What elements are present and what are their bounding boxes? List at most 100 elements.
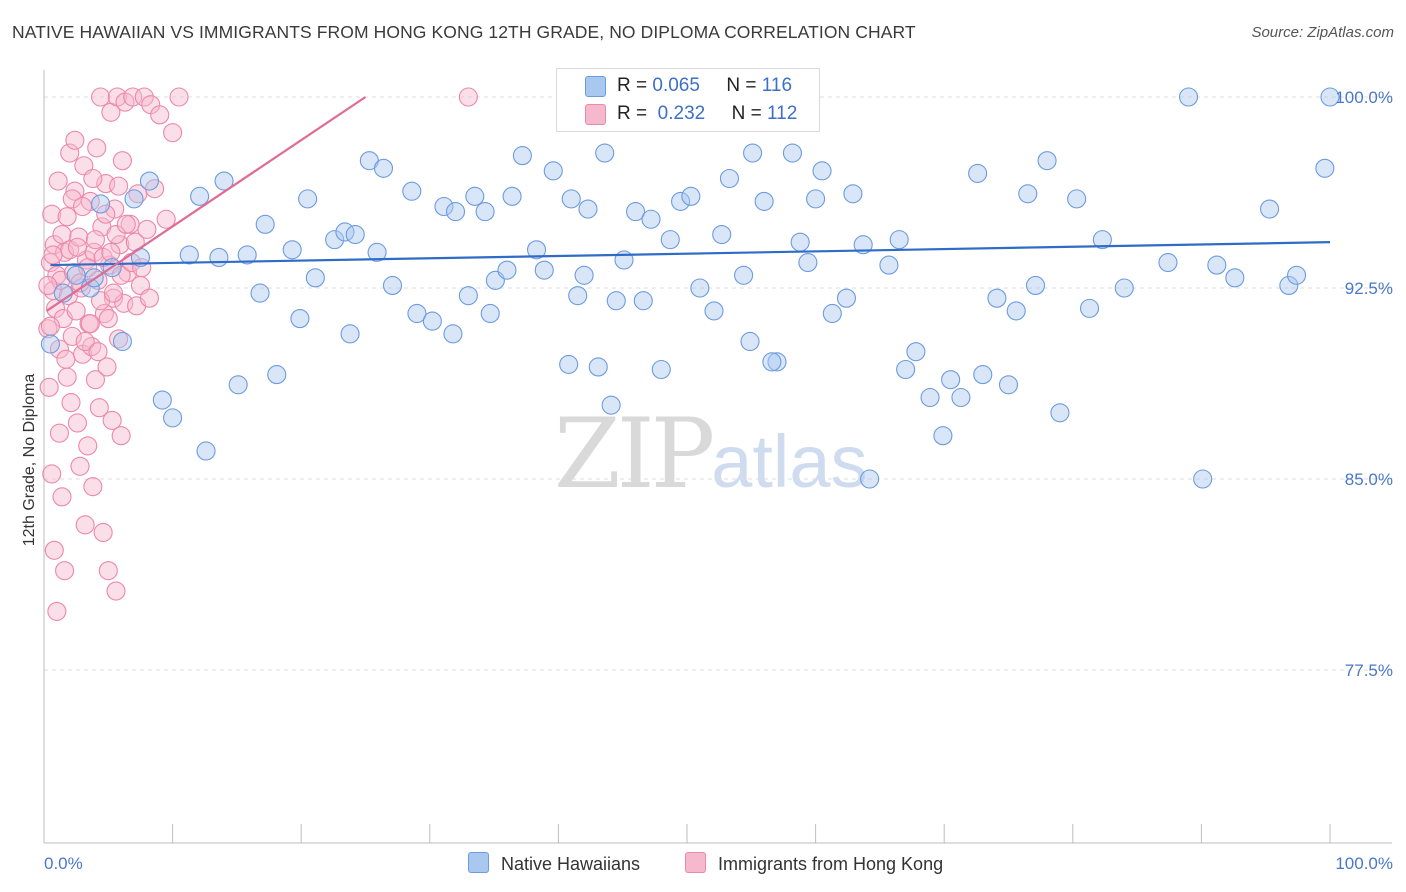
hong-kong-point — [42, 204, 62, 224]
chart-title: NATIVE HAWAIIAN VS IMMIGRANTS FROM HONG … — [12, 22, 916, 42]
y-tick-labels: 77.5% 85.0% 92.5% 100.0% — [1335, 88, 1393, 680]
native-hawaiian-point — [91, 194, 111, 214]
hong-kong-point — [46, 298, 66, 318]
native-hawaiian-point — [798, 252, 818, 273]
native-hawaiian-point — [754, 191, 774, 211]
native-hawaiian-point — [1018, 184, 1038, 204]
native-hawaiian-point — [465, 186, 485, 206]
native-hawaiian-point — [606, 291, 626, 311]
y-tick-label: 100.0% — [1335, 88, 1393, 107]
native-hawaiian-point — [806, 189, 826, 209]
native-hawaiian-point — [896, 359, 916, 380]
legend-r-label: R = — [617, 75, 648, 96]
hong-kong-point — [83, 477, 103, 497]
hong-kong-point — [112, 151, 132, 171]
native-hawaiian-point — [139, 171, 160, 191]
hong-kong-point — [169, 87, 189, 107]
native-hawaiian-point — [282, 240, 302, 260]
correlation-legend: R = 0.065 N = 116 R = 0.232 N = 112 — [556, 68, 820, 132]
native-hawaiian-point — [228, 375, 248, 395]
hong-kong-point — [150, 105, 170, 125]
legend-r-value: 0.065 — [652, 75, 700, 96]
native-hawaiian-point — [190, 186, 210, 206]
native-hawaiian-point — [704, 301, 724, 321]
hong-kong-point — [44, 235, 64, 255]
native-hawaiian-point — [633, 291, 653, 311]
native-hawaiian-point — [345, 224, 365, 245]
hong-kong-point — [57, 367, 77, 387]
hong-kong-point — [38, 319, 58, 339]
native-hawaiian-point — [305, 268, 325, 288]
hong-kong-point — [85, 230, 105, 250]
native-hawaiian-point — [1092, 230, 1112, 250]
series-hong-kong-points — [38, 87, 478, 621]
native-hawaiian-point — [574, 265, 594, 285]
native-hawaiian-point — [651, 359, 671, 380]
native-hawaiian-point — [367, 242, 387, 262]
axes — [43, 70, 1392, 844]
x-tick-labels: 0.0% 100.0% — [44, 854, 1393, 873]
native-hawaiian-point — [973, 365, 993, 385]
hong-kong-point — [103, 283, 123, 303]
legend-swatch-blue — [585, 76, 606, 97]
hong-kong-point — [102, 410, 122, 430]
bottom-legend-label: Immigrants from Hong Kong — [718, 854, 944, 874]
native-hawaiian-point — [112, 331, 132, 352]
native-hawaiian-point — [762, 352, 782, 372]
native-hawaiian-point — [1225, 268, 1245, 288]
hong-kong-point — [38, 275, 58, 296]
native-hawaiian-point — [237, 245, 257, 265]
hong-kong-point — [73, 196, 93, 217]
legend-n-label: N = — [726, 75, 757, 96]
native-hawaiian-point — [595, 143, 615, 163]
native-hawaiian-point — [690, 278, 710, 298]
hong-kong-point — [56, 349, 76, 369]
y-tick-label: 77.5% — [1345, 661, 1393, 680]
hong-kong-point — [116, 214, 136, 234]
series-native-hawaiians-points — [40, 87, 1340, 489]
native-hawaiian-point — [1006, 301, 1026, 321]
native-hawaiian-point — [298, 189, 318, 209]
native-hawaiian-point — [671, 191, 691, 211]
native-hawaiian-point — [445, 202, 466, 222]
hong-kong-point — [75, 331, 95, 352]
native-hawaiian-point — [559, 354, 579, 374]
hong-kong-point — [57, 207, 77, 227]
native-hawaiian-point — [325, 230, 345, 250]
hong-kong-point — [62, 189, 82, 209]
hong-kong-point — [43, 245, 63, 265]
native-hawaiian-point — [906, 342, 926, 362]
native-hawaiian-point — [822, 303, 842, 324]
native-hawaiian-point — [1260, 199, 1280, 219]
y-tick-label: 85.0% — [1345, 470, 1393, 489]
bottom-legend-swatch-pink — [685, 852, 706, 873]
native-hawaiian-point — [1067, 189, 1087, 209]
hong-kong-point — [106, 581, 126, 601]
native-hawaiian-point — [933, 426, 953, 446]
native-hawaiian-point — [40, 334, 60, 354]
hong-kong-point — [163, 123, 183, 143]
native-hawaiian-point — [382, 275, 403, 296]
native-hawaiian-point — [561, 189, 581, 209]
native-hawaiian-point — [1193, 469, 1213, 489]
native-hawaiian-point — [443, 324, 463, 344]
native-hawaiian-point — [1207, 255, 1227, 275]
hong-kong-point — [458, 87, 478, 107]
native-hawaiian-point — [1315, 158, 1335, 178]
native-hawaiian-point — [734, 265, 754, 285]
x-tick-label: 0.0% — [44, 854, 83, 873]
native-hawaiian-point — [340, 324, 360, 344]
hong-kong-point — [48, 171, 68, 191]
native-hawaiian-point — [179, 245, 199, 265]
hong-kong-point — [106, 224, 126, 245]
hong-kong-point — [85, 370, 105, 390]
hong-kong-point — [91, 87, 111, 107]
native-hawaiian-point — [790, 232, 810, 252]
native-hawaiian-point — [163, 408, 183, 428]
native-hawaiian-point — [458, 286, 478, 306]
hong-kong-point — [40, 252, 60, 273]
hong-kong-point — [55, 561, 75, 581]
hong-kong-point — [44, 540, 64, 560]
hong-kong-point — [134, 87, 154, 107]
native-hawaiian-point — [879, 255, 899, 275]
